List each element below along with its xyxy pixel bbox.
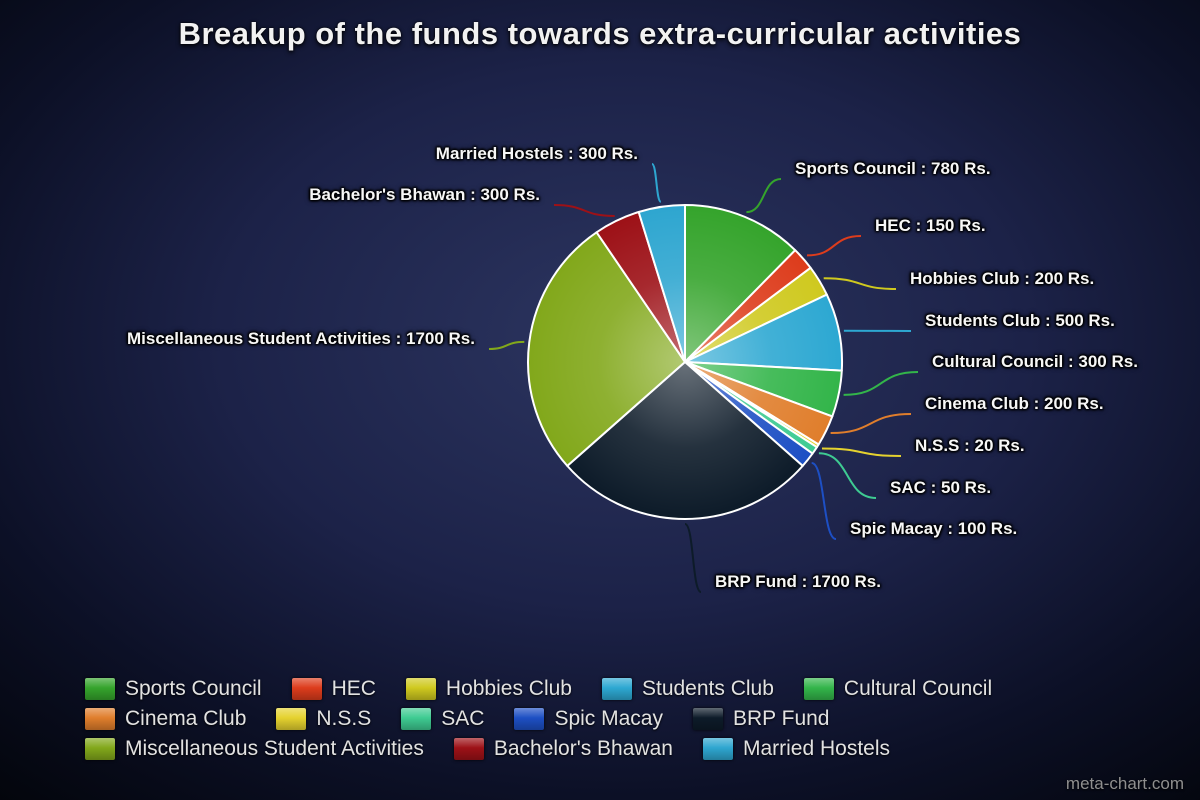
legend-label: N.S.S <box>316 707 372 730</box>
leader-line-sac <box>818 452 877 499</box>
legend-swatch-brp-fund <box>692 708 723 730</box>
legend-swatch-married-hostels <box>702 738 733 760</box>
legend-swatch-n-s-s <box>276 708 307 730</box>
legend-item-spic-macay: Spic Macay <box>514 707 663 731</box>
leader-lines <box>488 163 919 593</box>
legend-item-hec: HEC <box>291 677 376 701</box>
legend-label: HEC <box>331 677 376 700</box>
watermark: meta-chart.com <box>1065 774 1184 793</box>
legend-label: SAC <box>441 707 485 730</box>
legend-swatch-bachelor-s-bhawan <box>453 738 484 760</box>
legend-swatch-sac <box>401 708 432 730</box>
legend-swatch-spic-macay <box>514 708 545 730</box>
legend-swatch-students-club <box>601 678 632 700</box>
legend-row: Cinema Club N.S.S SAC Spic Macay BRP Fund <box>85 707 992 731</box>
leader-line-cultural-council <box>843 371 919 396</box>
legend-label: Miscellaneous Student Activities <box>125 737 424 760</box>
leader-line-sports-council <box>746 178 782 214</box>
legend-row: Miscellaneous Student Activities Bachelor… <box>85 737 992 761</box>
pie-gloss-overlay <box>529 206 841 518</box>
leader-line-cinema-club <box>830 413 912 434</box>
legend-item-cultural-council: Cultural Council <box>803 677 993 701</box>
legend-item-brp-fund: BRP Fund <box>692 707 830 731</box>
legend-label: Hobbies Club <box>445 677 572 700</box>
legend-row: Sports Council HEC Hobbies Club Students Cl… <box>85 677 992 701</box>
legend-item-sports-council: Sports Council <box>85 677 262 701</box>
legend-item-miscellaneous-student-activities: Miscellaneous Student Activities <box>85 737 424 761</box>
legend-label: Cultural Council <box>843 677 993 700</box>
legend-item-n-s-s: N.S.S <box>276 707 371 731</box>
legend-label: Cinema Club <box>125 707 247 730</box>
leader-line-miscellaneous-student-activities <box>488 340 525 350</box>
legend-label: Bachelor's Bhawan <box>493 737 673 760</box>
leader-line-brp-fund <box>684 523 702 593</box>
legend-label: Sports Council <box>125 677 262 700</box>
legend-label: BRP Fund <box>732 707 830 730</box>
leader-line-n-s-s <box>821 447 902 457</box>
legend-label: Married Hostels <box>742 737 890 760</box>
legend-swatch-cultural-council <box>803 678 834 700</box>
leader-line-married-hostels <box>651 163 662 203</box>
legend-label: Students Club <box>641 677 774 700</box>
legend-item-cinema-club: Cinema Club <box>85 707 246 731</box>
chart-title: Breakup of the funds towards extra-curri… <box>178 16 1022 51</box>
pie-slices <box>527 204 844 520</box>
legend-item-hobbies-club: Hobbies Club <box>405 677 572 701</box>
legend-item-married-hostels: Married Hostels <box>702 737 890 761</box>
legend-swatch-hobbies-club <box>405 678 436 700</box>
legend-item-sac: SAC <box>401 707 484 731</box>
leader-line-hobbies-club <box>823 277 897 290</box>
legend-item-students-club: Students Club <box>601 677 774 701</box>
leader-line-bachelor-s-bhawan <box>553 204 615 217</box>
legend-swatch-hec <box>291 678 322 700</box>
legend-swatch-cinema-club <box>85 708 115 730</box>
legend-swatch-miscellaneous-student-activities <box>85 738 115 760</box>
legend-label: Spic Macay <box>554 707 663 730</box>
leader-line-spic-macay <box>811 462 837 540</box>
leader-line-hec <box>806 235 862 257</box>
legend-swatch-sports-council <box>85 678 115 700</box>
legend-item-bachelor-s-bhawan: Bachelor's Bhawan <box>453 737 673 761</box>
legend: Sports Council HEC Hobbies Club Students Cl… <box>85 677 992 761</box>
